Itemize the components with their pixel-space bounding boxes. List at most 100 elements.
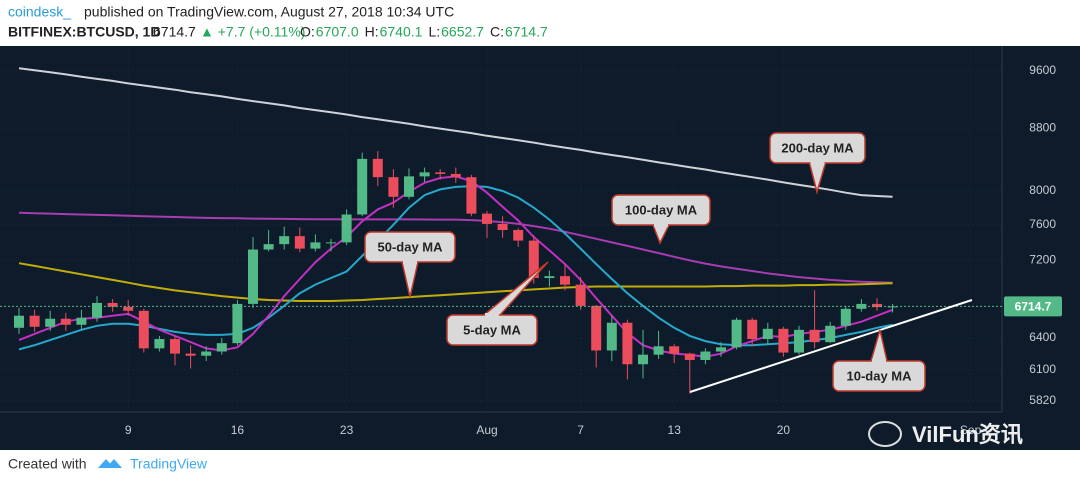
- published: published on TradingView.com, August 27,…: [84, 4, 454, 20]
- ohlc-label: L:: [428, 24, 440, 40]
- ohlc-label: O:: [300, 24, 315, 40]
- candle-body: [450, 173, 461, 178]
- candle-body: [560, 276, 570, 285]
- candle-body: [591, 305, 602, 351]
- ohlc-value: 6714.7: [505, 24, 548, 40]
- candle-body: [310, 242, 321, 249]
- candle-body: [482, 213, 492, 224]
- plot: 5820 6100 6400 7200 7600 8000 8800 9600 9 16 23 Aug…: [0, 46, 1062, 437]
- y-tick-label: 7200: [1029, 253, 1056, 267]
- candle-body: [201, 351, 212, 356]
- candle-body: [700, 351, 711, 360]
- y-tick-label: 7600: [1029, 217, 1056, 231]
- brand-logo: [98, 459, 122, 468]
- callout-pointer: [401, 261, 419, 298]
- candle-body: [45, 318, 56, 327]
- candle-body: [123, 306, 134, 311]
- symbol: BITFINEX:BTCUSD, 1D: [8, 24, 160, 40]
- watermark-icon: [868, 421, 902, 447]
- candle-body: [872, 303, 882, 308]
- callout-label: 100-day MA: [625, 202, 698, 217]
- candle-body: [840, 308, 851, 326]
- candle-body: [279, 236, 290, 245]
- last-price-label: 6714.7: [1015, 300, 1052, 314]
- watermark: VilFun资讯: [912, 422, 1023, 447]
- candle-body: [466, 177, 477, 214]
- candle-body: [653, 346, 664, 355]
- candle-body: [14, 315, 24, 328]
- candle-body: [419, 172, 430, 177]
- header-bg: [0, 0, 1080, 46]
- candle-body: [372, 158, 383, 178]
- candle-body: [341, 214, 352, 243]
- x-tick-label: 7: [577, 423, 584, 437]
- trend-line: [689, 299, 973, 393]
- created-with: Created with: [8, 456, 87, 472]
- candle-body: [638, 354, 648, 365]
- y-tick-label: 6100: [1029, 362, 1056, 376]
- candle-body: [622, 322, 633, 365]
- candle-body: [513, 230, 524, 241]
- publisher: coindesk_: [8, 4, 71, 20]
- candle-body: [778, 328, 789, 353]
- candle-body: [528, 240, 539, 279]
- callout-cover: [872, 359, 886, 363]
- candle-body: [404, 176, 414, 197]
- ohlc-label: H:: [365, 24, 379, 40]
- callout-label: 50-day MA: [377, 239, 443, 254]
- candle-body: [716, 347, 726, 352]
- x-tick-label: 9: [125, 423, 132, 437]
- callout-pointer: [652, 224, 670, 245]
- callout-cover: [810, 161, 825, 165]
- candle-body: [825, 325, 836, 343]
- callout-label: 5-day MA: [463, 322, 521, 337]
- candle-body: [606, 322, 617, 351]
- x-tick-label: 13: [668, 423, 682, 437]
- candle-body: [388, 177, 399, 197]
- candle-body: [575, 284, 586, 306]
- x-tick-label: 23: [340, 423, 354, 437]
- callout-label: 10-day MA: [846, 368, 912, 383]
- callout-cover: [485, 313, 499, 317]
- callouts: 200-day MA 100-day MA 50-day MA 10-day MA 5-…: [364, 132, 926, 392]
- candle-body: [76, 317, 87, 325]
- candle-body: [357, 158, 368, 215]
- y-tick-label: 8000: [1029, 183, 1056, 197]
- candle-body: [60, 318, 71, 325]
- y-tick-label: 8800: [1029, 120, 1056, 134]
- x-tick-label: 20: [777, 423, 791, 437]
- callout-cover: [654, 223, 668, 227]
- candle-body: [435, 172, 446, 174]
- callout-label: 200-day MA: [781, 140, 854, 155]
- x-tick-label: 16: [231, 423, 245, 437]
- candle-body: [263, 244, 274, 250]
- ma-line: [18, 262, 893, 302]
- candle-body: [326, 242, 336, 244]
- change: ▲ +7.7 (+0.11%): [200, 24, 305, 40]
- candle-body: [294, 236, 305, 249]
- ma-line: [18, 67, 893, 198]
- candle-body: [794, 329, 804, 353]
- y-tick-label: 9600: [1029, 63, 1056, 77]
- ohlc: O: 6707.0 H: 6740.1 L: 6652.7 C: 6714.7: [300, 24, 548, 40]
- ohlc-value: 6707.0: [316, 24, 359, 40]
- y-tick-label: 5820: [1029, 393, 1056, 407]
- y-tick-label: 6400: [1029, 330, 1056, 344]
- footer-bg: [0, 450, 1080, 483]
- x-tick-label: Sep: [960, 423, 982, 437]
- candle-body: [762, 328, 773, 340]
- candle-body: [747, 319, 758, 340]
- candle-body: [216, 343, 227, 352]
- callout-pointer: [808, 162, 827, 195]
- ohlc-label: C:: [490, 24, 504, 40]
- candle-body: [809, 329, 820, 343]
- callout-cover: [403, 260, 417, 264]
- candle-body: [154, 339, 165, 349]
- last-price-box: [1004, 296, 1062, 317]
- candle-body: [248, 249, 258, 304]
- candle-body: [29, 315, 40, 327]
- callout-pointer: [870, 329, 888, 362]
- candle-body: [669, 346, 680, 354]
- candle-body: [232, 303, 243, 344]
